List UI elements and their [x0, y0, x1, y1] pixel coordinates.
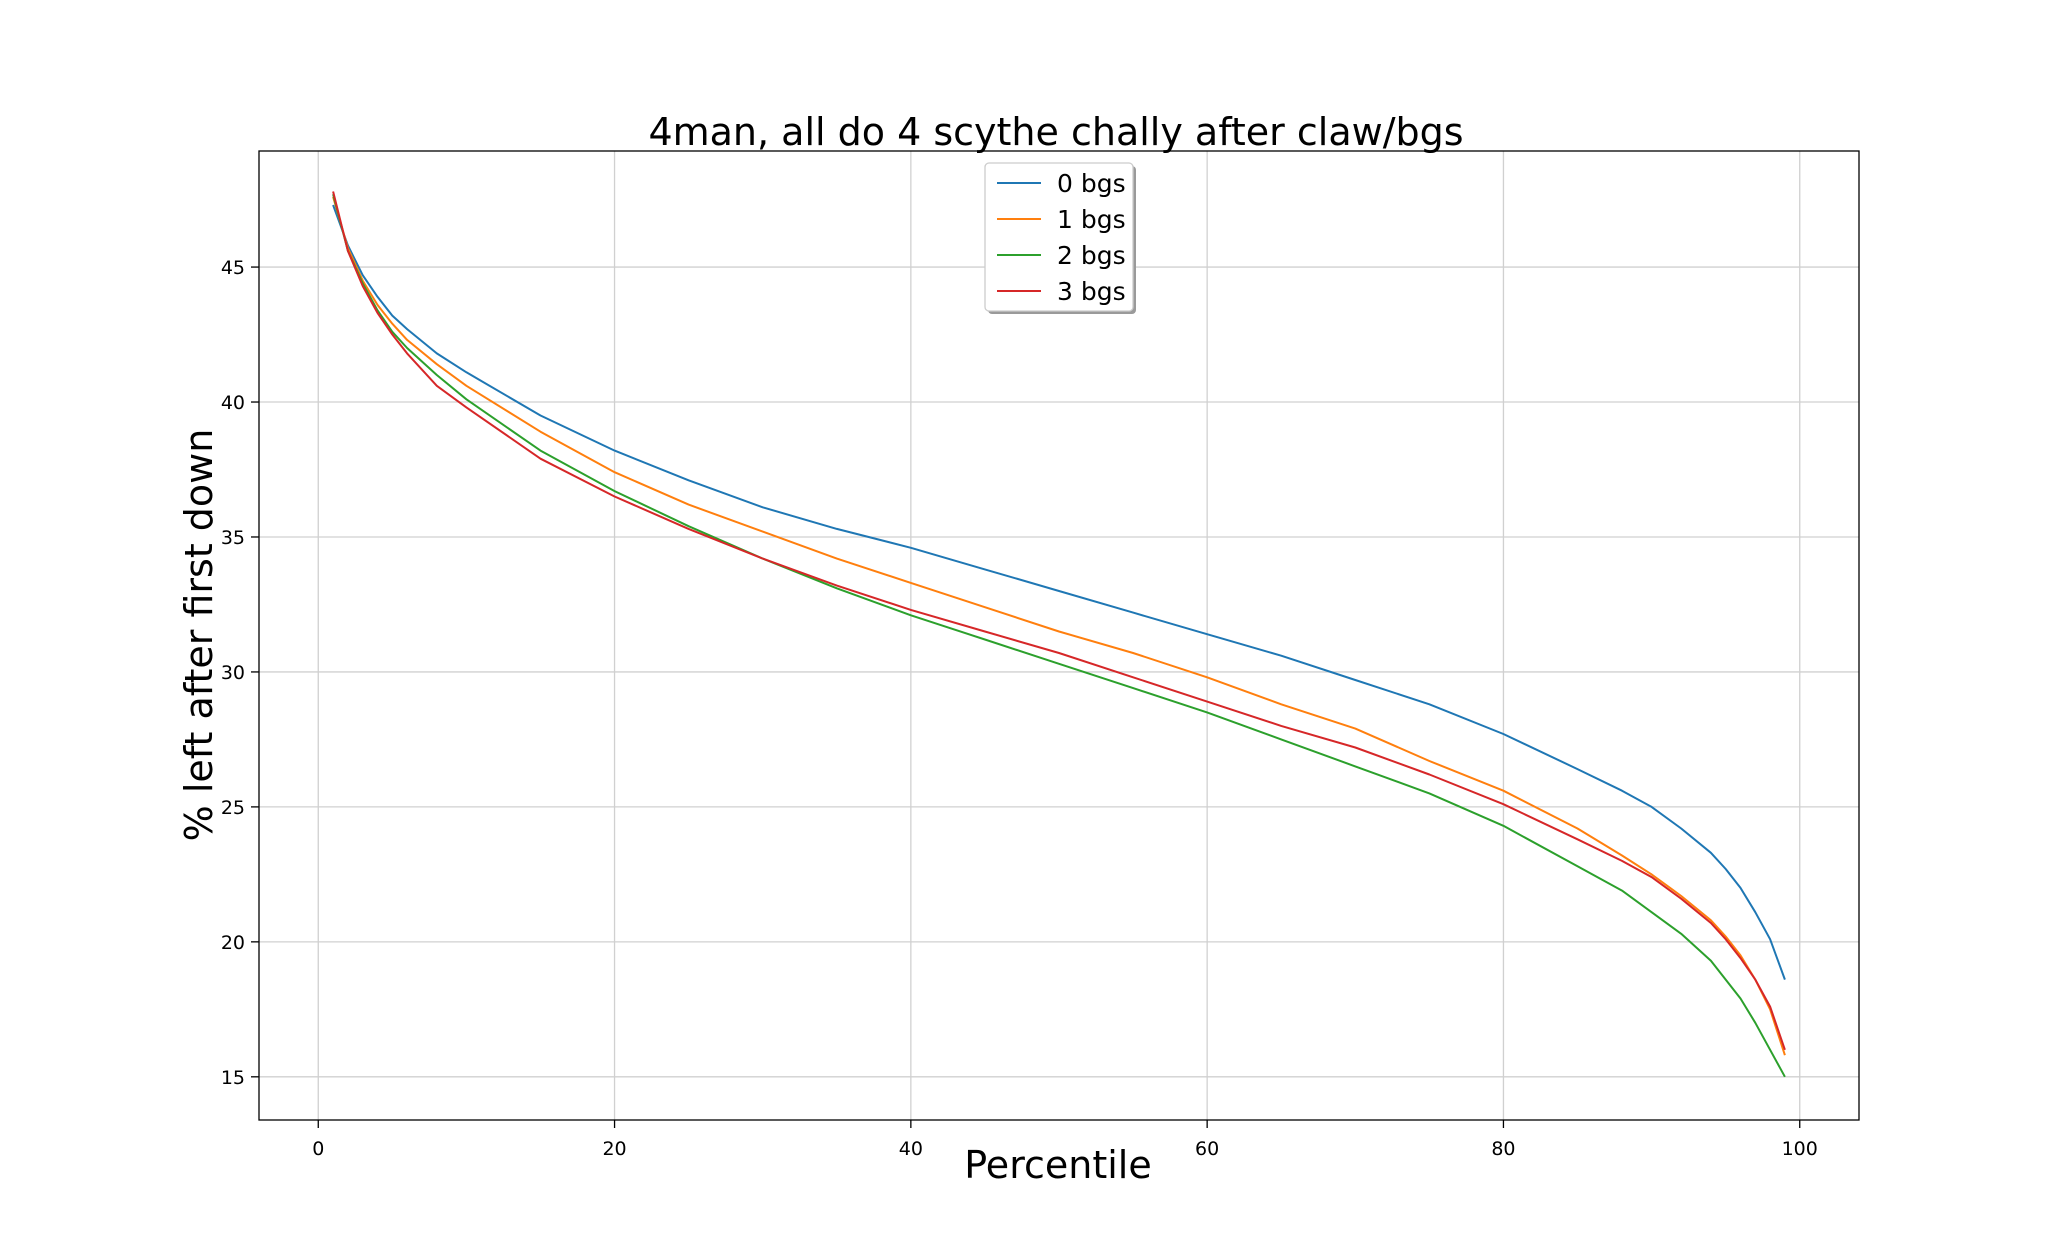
series-line-0-bgs [332, 204, 1786, 980]
series-lines [332, 191, 1786, 1078]
chart-title: 4man, all do 4 scythe chally after claw/… [648, 110, 1463, 154]
legend-label: 1 bgs [1057, 205, 1126, 234]
x-tick-label: 20 [602, 1138, 626, 1160]
y-tick-label: 20 [221, 932, 245, 954]
y-tick-label: 45 [221, 257, 245, 279]
y-tick-label: 30 [221, 662, 245, 684]
y-tick-label: 35 [221, 527, 245, 549]
series-line-1-bgs [332, 196, 1786, 1056]
grid [259, 151, 1859, 1120]
y-tick-label: 40 [221, 392, 245, 414]
series-line-2-bgs [332, 193, 1786, 1078]
x-tick-label: 60 [1195, 1138, 1219, 1160]
plot-area-frame [258, 150, 1860, 1121]
x-axis-title: Percentile [964, 1143, 1151, 1187]
series-line-3-bgs [332, 191, 1786, 1051]
legend-label: 0 bgs [1057, 169, 1126, 198]
axis-ticks: 0 20 40 60 80 100 15 20 25 30 35 40 45 [221, 257, 1818, 1160]
legend-box [984, 162, 1134, 312]
y-tick-label: 15 [221, 1067, 245, 1089]
y-axis-title: % left after first down [177, 429, 221, 842]
legend: 0 bgs 1 bgs 2 bgs 3 bgs [984, 162, 1136, 314]
x-tick-label: 0 [312, 1138, 324, 1160]
x-tick-label: 80 [1491, 1138, 1515, 1160]
legend-label: 2 bgs [1057, 241, 1126, 270]
legend-label: 3 bgs [1057, 277, 1126, 306]
x-tick-label: 40 [899, 1138, 923, 1160]
x-tick-label: 100 [1782, 1138, 1818, 1160]
y-tick-label: 25 [221, 797, 245, 819]
